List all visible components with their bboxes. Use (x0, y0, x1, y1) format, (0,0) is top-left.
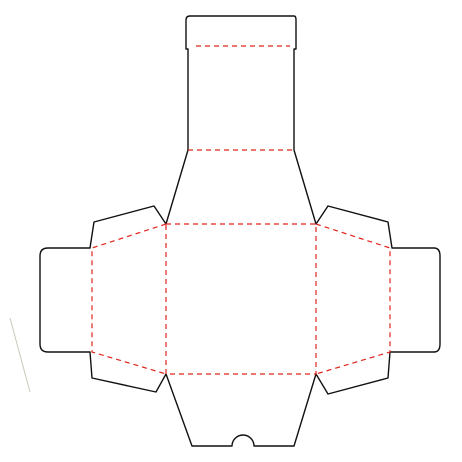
right-side-fold (315, 223, 391, 375)
fold-lines (91, 45, 391, 375)
edge-mark (9, 317, 31, 393)
outer-cut-line (39, 15, 441, 447)
left-side-fold (91, 223, 167, 375)
base-panel-fold (165, 223, 317, 375)
